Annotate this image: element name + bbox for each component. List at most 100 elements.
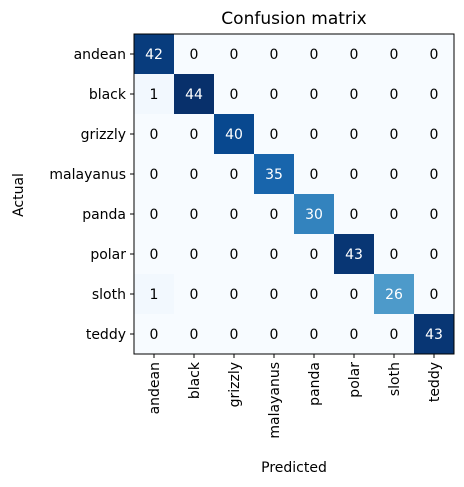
cell-value-label: 0 <box>310 247 319 263</box>
cell-value-label: 0 <box>430 287 439 303</box>
cell-value-label: 0 <box>270 127 279 143</box>
heatmap-cell <box>254 194 294 234</box>
y-tick-label: sloth <box>92 287 126 303</box>
heatmap-cell <box>294 114 334 154</box>
heatmap-cell <box>254 114 294 154</box>
heatmap-cell <box>414 194 454 234</box>
heatmap-cell <box>294 194 334 234</box>
heatmap-cell <box>134 74 174 114</box>
y-tick-label: teddy <box>86 327 126 343</box>
cell-value-label: 0 <box>310 127 319 143</box>
x-tick-label: panda <box>307 362 323 406</box>
cell-value-label: 0 <box>430 87 439 103</box>
y-tick-label: malayanus <box>49 167 126 183</box>
heatmap-cell <box>414 154 454 194</box>
cell-value-label: 0 <box>350 167 359 183</box>
heatmap-cell <box>134 314 174 354</box>
cell-value-label: 43 <box>345 247 363 263</box>
cell-value-label: 0 <box>190 47 199 63</box>
heatmap-cell <box>174 74 214 114</box>
cell-value-label: 0 <box>230 287 239 303</box>
cell-value-label: 0 <box>270 287 279 303</box>
x-tick-label: sloth <box>387 362 403 396</box>
heatmap-cell <box>174 234 214 274</box>
y-axis-label: Actual <box>11 173 27 217</box>
cell-value-label: 0 <box>190 287 199 303</box>
cell-value-label: 0 <box>150 167 159 183</box>
heatmap-cell <box>214 274 254 314</box>
y-tick-label: polar <box>90 247 126 263</box>
heatmap-cell <box>374 114 414 154</box>
heatmap-cell <box>374 314 414 354</box>
cell-value-label: 0 <box>270 47 279 63</box>
heatmap-cell <box>254 274 294 314</box>
cell-value-label: 0 <box>390 327 399 343</box>
cell-value-label: 0 <box>430 127 439 143</box>
cell-value-label: 0 <box>230 327 239 343</box>
cell-value-label: 0 <box>350 327 359 343</box>
y-axis-ticks: andean black grizzly malayanus panda polar slo… <box>49 47 134 343</box>
heatmap-cell <box>134 34 174 74</box>
heatmap-cell <box>134 234 174 274</box>
y-tick-label: black <box>89 87 127 103</box>
heatmap-cell <box>174 154 214 194</box>
heatmap-cell <box>334 114 374 154</box>
heatmap-cell <box>134 114 174 154</box>
cell-value-label: 0 <box>190 327 199 343</box>
cell-value-label: 0 <box>190 127 199 143</box>
cell-value-label: 0 <box>270 247 279 263</box>
heatmap-cell <box>414 74 454 114</box>
heatmap-cell <box>134 154 174 194</box>
cell-value-label: 0 <box>270 327 279 343</box>
cell-value-label: 0 <box>310 327 319 343</box>
cell-value-label: 0 <box>390 247 399 263</box>
x-tick-label: grizzly <box>227 362 243 407</box>
heatmap-cell <box>214 234 254 274</box>
cell-value-label: 0 <box>390 167 399 183</box>
cell-value-label: 1 <box>150 287 159 303</box>
x-tick-label: malayanus <box>267 362 283 439</box>
cell-value-label: 26 <box>385 287 403 303</box>
cell-value-label: 0 <box>350 287 359 303</box>
heatmap-cell <box>374 74 414 114</box>
y-tick-label: andean <box>74 47 126 63</box>
cell-value-label: 0 <box>350 47 359 63</box>
heatmap-cell <box>214 194 254 234</box>
cell-value-label: 0 <box>310 167 319 183</box>
cell-value-label: 0 <box>390 127 399 143</box>
heatmap-cell <box>294 34 334 74</box>
cell-value-label: 0 <box>230 47 239 63</box>
cell-value-label: 0 <box>390 207 399 223</box>
cell-value-label: 0 <box>150 327 159 343</box>
cell-value-label: 0 <box>150 127 159 143</box>
heatmap-cell <box>134 194 174 234</box>
heatmap-cell <box>214 74 254 114</box>
y-tick-label: grizzly <box>81 127 126 143</box>
heatmap-cells <box>134 34 454 354</box>
heatmap-cell <box>414 274 454 314</box>
heatmap-cell <box>174 194 214 234</box>
cell-value-label: 0 <box>430 247 439 263</box>
heatmap-cell <box>254 34 294 74</box>
heatmap-cell <box>334 234 374 274</box>
cell-value-label: 0 <box>350 127 359 143</box>
heatmap-cell <box>174 314 214 354</box>
heatmap-cell <box>294 74 334 114</box>
heatmap-cell <box>414 34 454 74</box>
cell-value-label: 0 <box>190 247 199 263</box>
cell-value-label: 0 <box>390 47 399 63</box>
x-tick-label: polar <box>347 362 363 398</box>
heatmap-cell <box>294 314 334 354</box>
x-axis-label: Predicted <box>261 460 327 476</box>
chart-title: Confusion matrix <box>221 9 366 29</box>
heatmap-cell <box>254 234 294 274</box>
cell-value-label: 43 <box>425 327 443 343</box>
heatmap-cell <box>334 74 374 114</box>
cell-value-label: 0 <box>270 207 279 223</box>
heatmap-cell <box>254 314 294 354</box>
cell-value-label: 0 <box>150 247 159 263</box>
heatmap-cell <box>174 274 214 314</box>
cell-value-label: 0 <box>350 207 359 223</box>
x-tick-label: black <box>187 361 203 399</box>
